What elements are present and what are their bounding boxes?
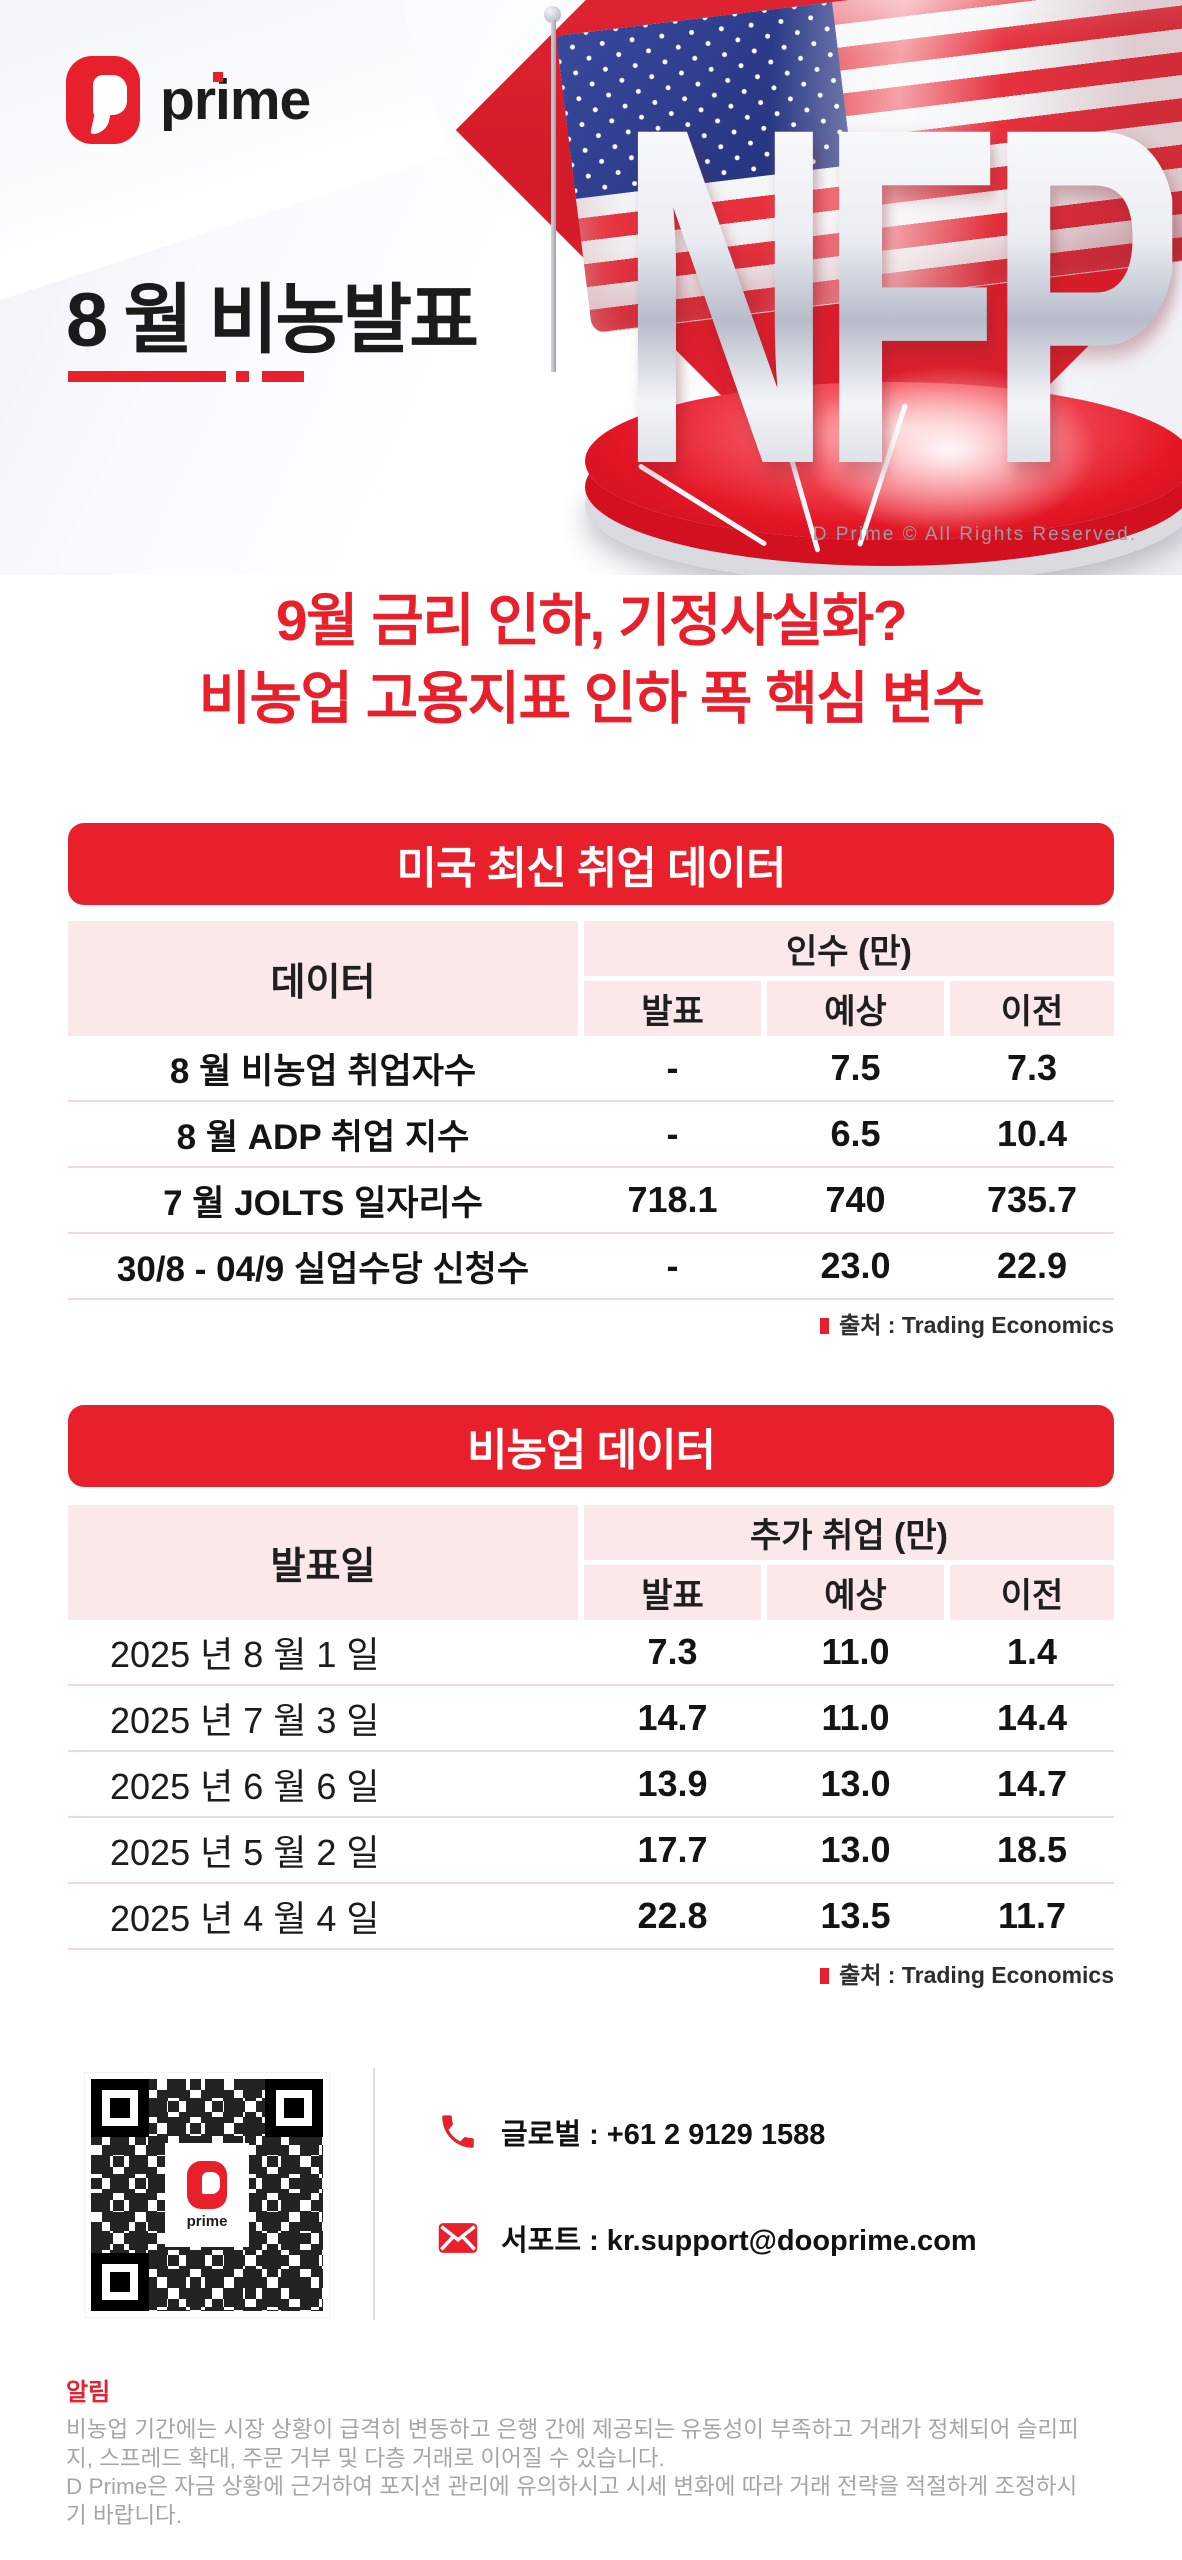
qr-finder-pattern [91, 2253, 149, 2311]
notice-section: 알림 비농업 기간에는 시장 상황이 급격히 변동하고 은행 간에 제공되는 유… [66, 2372, 1118, 2530]
table1-source: 출처 : Trading Economics [68, 1306, 1114, 1340]
hero-banner: NFP D Prime © All Rights Reserved. [0, 0, 1182, 575]
dprime-logo: prime [66, 56, 311, 144]
table1-body: 8 월 비농업 취업자수 - 7.5 7.3 8 월 ADP 취업 지수 - 6… [68, 1036, 1114, 1300]
qr-finder-pattern [91, 2079, 149, 2137]
table2-col1-header: 발표일 [68, 1505, 578, 1620]
headline-line2: 비농업 고용지표 인하 폭 핵심 변수 [198, 667, 985, 731]
qr-finder-pattern [265, 2079, 323, 2137]
notice-line: 비농업 기간에는 시장 상황이 급격히 변동하고 은행 간에 제공되는 유동성이… [66, 2417, 1079, 2442]
nfp-3d-text: NFP [618, 27, 1182, 564]
table2-group-header: 추가 취업 (만) [584, 1505, 1114, 1560]
qr-center-logo: prime [165, 2143, 249, 2247]
copyright-text: D Prime © All Rights Reserved. [812, 524, 1137, 545]
dprime-d-icon [66, 56, 140, 144]
table1-banner: 미국 최신 취업 데이터 [68, 823, 1114, 905]
dprime-logo-wordmark: prime [160, 68, 311, 132]
phone-icon [442, 2115, 474, 2148]
table2-subheader-forecast: 예상 [767, 1565, 944, 1620]
table2-banner: 비농업 데이터 [68, 1405, 1114, 1487]
table-row: 2025 년 5 월 2 일 17.7 13.0 18.5 [68, 1818, 1114, 1884]
flagpole [551, 20, 556, 372]
qr-code: prime [84, 2072, 330, 2318]
notice-title: 알림 [66, 2379, 111, 2406]
page-title: 8 월 비농발표 [66, 278, 479, 363]
table-row: 2025 년 4 월 4 일 22.8 13.5 11.7 [68, 1884, 1114, 1950]
dprime-d-icon [187, 2160, 227, 2209]
table2-subheader-previous: 이전 [950, 1565, 1114, 1620]
underline-segment [68, 371, 226, 382]
source-bullet-icon [820, 1968, 830, 1984]
table-row: 2025 년 7 월 3 일 14.7 11.0 14.4 [68, 1686, 1114, 1752]
table-row: 8 월 ADP 취업 지수 - 6.5 10.4 [68, 1102, 1114, 1168]
notice-line: D Prime은 자금 상황에 근거하여 포지션 관리에 유의하시고 시세 변화… [66, 2474, 1078, 2499]
underline-segment [262, 371, 304, 382]
support-email-row: 서포트 : kr.support@dooprime.com [437, 2212, 977, 2264]
global-phone-text: 글로벌 : +61 2 9129 1588 [501, 2119, 826, 2151]
notice-line: 지, 스프레드 확대, 주문 거부 및 다층 거래로 이어질 수 있습니다. [66, 2445, 665, 2471]
contact-divider [373, 2068, 375, 2320]
table1-col1-header: 데이터 [68, 921, 578, 1036]
table-row: 2025 년 6 월 6 일 13.9 13.0 14.7 [68, 1752, 1114, 1818]
table-row: 30/8 - 04/9 실업수당 신청수 - 23.0 22.9 [68, 1234, 1114, 1300]
source-bullet-icon [820, 1318, 830, 1334]
table-row: 8 월 비농업 취업자수 - 7.5 7.3 [68, 1036, 1114, 1102]
notice-line: 기 바랍니다. [66, 2502, 183, 2528]
logo-red-i-dot [213, 72, 223, 82]
table2-header: 발표일 추가 취업 (만) 발표 예상 이전 [68, 1505, 1114, 1620]
table2-source: 출처 : Trading Economics [68, 1956, 1114, 1990]
mail-icon [438, 2223, 478, 2253]
flagpole-ball [544, 6, 561, 23]
table1-subheader-actual: 발표 [584, 981, 761, 1036]
table-row: 7 월 JOLTS 일자리수 718.1 740 735.7 [68, 1168, 1114, 1234]
glow-highlight [740, 330, 1160, 570]
title-underline [68, 371, 318, 382]
table-row: 2025 년 8 월 1 일 7.3 11.0 1.4 [68, 1620, 1114, 1686]
table2-subheader-actual: 발표 [584, 1565, 761, 1620]
global-phone-row: 글로벌 : +61 2 9129 1588 [437, 2106, 825, 2158]
table2-body: 2025 년 8 월 1 일 7.3 11.0 1.4 2025 년 7 월 3… [68, 1620, 1114, 1950]
headline-line1: 9월 금리 인하, 기정사실화? [275, 589, 908, 653]
support-email-text: 서포트 : kr.support@dooprime.com [501, 2225, 977, 2257]
headline: 9월 금리 인하, 기정사실화? 비농업 고용지표 인하 폭 핵심 변수 [0, 582, 1182, 738]
table1-group-header: 인수 (만) [584, 921, 1114, 976]
table1-header: 데이터 인수 (만) 발표 예상 이전 [68, 921, 1114, 1036]
table1-subheader-previous: 이전 [950, 981, 1114, 1036]
table1-subheader-forecast: 예상 [767, 981, 944, 1036]
underline-segment [236, 371, 249, 382]
